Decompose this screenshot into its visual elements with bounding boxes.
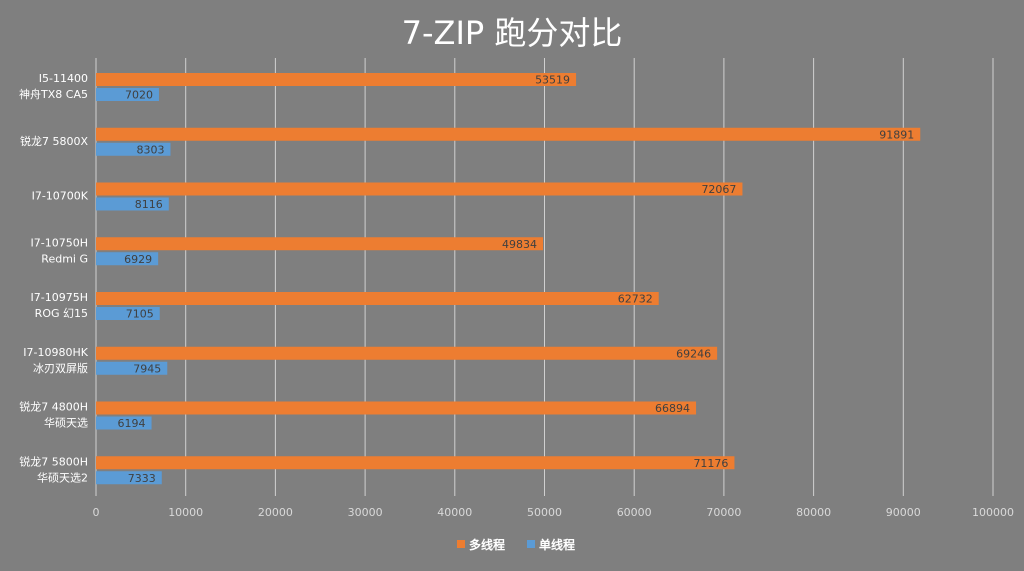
bar-multi-1 (96, 127, 921, 141)
x-tick-label-1: 10000 (168, 506, 203, 519)
x-tick-label-2: 20000 (258, 506, 293, 519)
bar-single-2 (96, 197, 169, 211)
category-label-5-line-0: I7-10980HK (23, 346, 88, 359)
data-label-single-4: 7105 (126, 308, 154, 321)
category-label-7-line-0: 锐龙7 5800H (19, 454, 88, 468)
labels: 0 10000 20000 30000 40000 50000 60000 70000 8000… (19, 72, 1014, 519)
data-label-multi-1: 91891 (879, 128, 914, 141)
x-tick-label-9: 90000 (886, 506, 921, 519)
legend: 多线程 单线程 (457, 537, 575, 552)
bar-multi-7 (96, 456, 735, 470)
category-label-6-line-1: 华硕天选 (44, 416, 88, 430)
data-label-single-2: 8116 (135, 198, 163, 211)
bar-single-4 (96, 307, 160, 320)
bar-multi-4 (96, 292, 659, 305)
legend-swatch-1 (527, 540, 535, 548)
bar-multi-6 (96, 401, 697, 415)
category-label-7-line-1: 华硕天选2 (37, 470, 88, 484)
bars (96, 73, 921, 485)
bar-single-0 (96, 88, 159, 101)
x-tick-label-7: 70000 (706, 506, 741, 519)
bar-single-3 (96, 252, 159, 266)
gridlines (95, 58, 994, 496)
data-label-single-3: 6929 (124, 253, 152, 266)
data-label-multi-5: 69246 (676, 347, 711, 360)
category-label-5-line-1: 冰刃双屏版 (33, 361, 88, 375)
bar-single-7 (96, 471, 162, 485)
data-label-multi-6: 66894 (655, 402, 690, 415)
bar-multi-5 (96, 346, 718, 360)
bar-single-1 (96, 142, 171, 156)
x-tick-label-4: 40000 (437, 506, 472, 519)
x-tick-label-5: 50000 (527, 506, 562, 519)
x-tick-label-6: 60000 (617, 506, 652, 519)
category-label-0-line-0: I5-11400 (39, 72, 88, 85)
bar-multi-3 (96, 237, 544, 251)
bar-single-5 (96, 361, 168, 375)
category-label-3-line-1: Redmi G (41, 252, 88, 265)
data-label-multi-3: 49834 (502, 238, 537, 251)
data-label-single-5: 7945 (133, 362, 161, 375)
data-label-single-0: 7020 (125, 89, 153, 102)
x-tick-label-8: 80000 (796, 506, 831, 519)
data-label-multi-2: 72067 (701, 183, 736, 196)
bar-multi-2 (96, 182, 743, 196)
category-label-2: I7-10700K (32, 190, 89, 203)
chart-title: 7-ZIP 跑分对比 (402, 14, 623, 52)
data-label-multi-7: 71176 (693, 457, 728, 470)
data-label-multi-0: 53519 (535, 74, 570, 87)
x-tick-label-3: 30000 (348, 506, 383, 519)
data-label-single-7: 7333 (128, 472, 156, 485)
category-label-3-line-0: I7-10750H (31, 236, 88, 249)
data-label-single-1: 8303 (136, 143, 164, 156)
data-label-single-6: 6194 (118, 417, 146, 430)
x-tick-label-10: 100000 (972, 506, 1014, 519)
bar-single-6 (96, 416, 152, 430)
category-label-4-line-0: I7-10975H (31, 291, 88, 304)
legend-label-1: 单线程 (539, 537, 575, 552)
data-label-multi-4: 62732 (618, 293, 653, 306)
legend-label-0: 多线程 (469, 537, 505, 552)
category-label-0-line-1: 神舟TX8 CA5 (19, 87, 88, 101)
legend-swatch-0 (457, 540, 465, 548)
x-tick-label-0: 0 (93, 506, 100, 519)
category-label-4-line-1: ROG 幻15 (35, 307, 88, 320)
category-label-1: 锐龙7 5800X (20, 134, 88, 148)
bar-multi-0 (96, 73, 577, 86)
category-label-6-line-0: 锐龙7 4800H (19, 400, 88, 414)
